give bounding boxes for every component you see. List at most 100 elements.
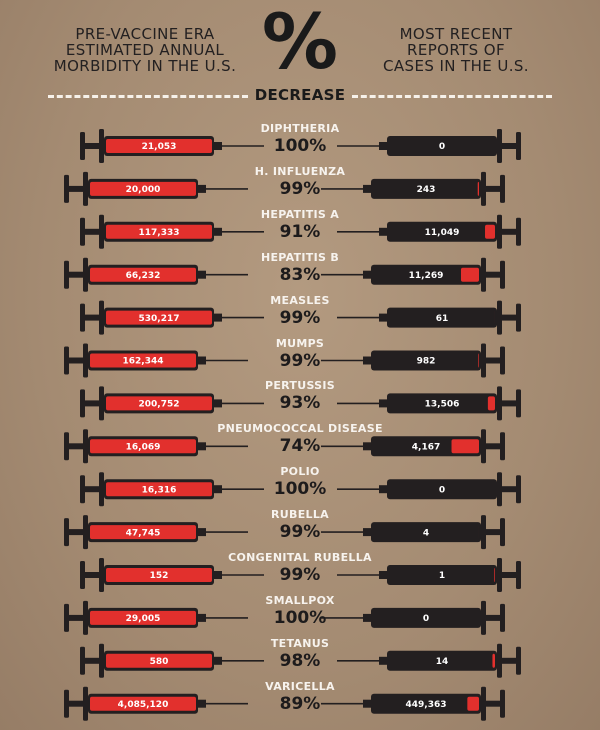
recent-syringe-plunger-cap xyxy=(500,260,505,289)
pre-vaccine-syringe-hub xyxy=(214,142,222,150)
recent-syringe-barrel xyxy=(387,650,497,671)
percent-decrease: 91% xyxy=(279,221,321,242)
pre-vaccine-syringe: 200,752 xyxy=(80,386,264,421)
pre-vaccine-syringe-hub xyxy=(198,613,206,622)
recent-syringe-plunger-rod xyxy=(502,314,516,321)
recent-syringe-flange xyxy=(497,558,502,592)
pre-vaccine-syringe-plunger-cap xyxy=(80,217,85,246)
recent-syringe-value-label: 0 xyxy=(439,485,445,495)
percent-decrease: 89% xyxy=(279,693,321,714)
pre-vaccine-syringe-flange xyxy=(99,386,104,421)
recent-syringe-barrel xyxy=(387,479,497,500)
pre-vaccine-syringe-plunger-rod xyxy=(69,271,83,278)
recent-syringe-barrel xyxy=(371,522,481,543)
recent-syringe-flange xyxy=(481,343,486,378)
recent-syringe-plunger-rod xyxy=(502,572,516,578)
pre-vaccine-syringe-fill xyxy=(90,696,196,711)
recent-syringe-fill xyxy=(478,353,479,368)
disease-name: TETANUS xyxy=(270,636,330,650)
recent-syringe-plunger-cap xyxy=(516,303,521,332)
recent-syringe-barrel xyxy=(387,565,497,585)
disease-name: HEPATITIS A xyxy=(260,207,340,221)
recent-syringe-barrel xyxy=(371,178,481,199)
percent-decrease: 99% xyxy=(279,307,321,328)
recent-syringe-value-label: 1 xyxy=(439,571,445,581)
pre-vaccine-syringe-flange xyxy=(83,515,88,550)
recent-syringe: 0 xyxy=(337,472,521,507)
recent-syringe-value-label: 11,049 xyxy=(425,228,460,238)
pre-vaccine-syringe: 580 xyxy=(80,643,264,678)
recent-syringe-plunger-rod xyxy=(486,614,500,621)
pre-vaccine-syringe: 16,069 xyxy=(64,429,248,464)
recent-syringe-plunger-rod xyxy=(486,529,500,536)
right-heading-line: CASES IN THE U.S. xyxy=(383,57,529,75)
pre-vaccine-syringe-flange xyxy=(99,300,104,335)
pre-vaccine-syringe-plunger-rod xyxy=(69,357,83,364)
recent-syringe-plunger-rod xyxy=(502,400,516,407)
disease-name: RUBELLA xyxy=(271,508,329,522)
pre-vaccine-syringe-flange xyxy=(83,600,88,635)
recent-syringe-flange xyxy=(497,300,502,335)
recent-syringe-value-label: 11,269 xyxy=(409,271,444,281)
pre-vaccine-syringe-hub xyxy=(198,184,206,193)
recent-syringe-fill xyxy=(467,696,479,711)
recent-syringe-plunger-rod xyxy=(502,228,516,235)
percent-decrease: 100% xyxy=(273,479,327,500)
disease-name: CONGENITAL RUBELLA xyxy=(228,551,372,564)
recent-syringe-fill xyxy=(451,439,479,454)
recent-syringe-hub xyxy=(379,227,387,236)
recent-syringe-fill xyxy=(487,396,495,411)
recent-syringe-plunger-rod xyxy=(502,657,516,664)
recent-syringe-value-label: 982 xyxy=(417,357,436,367)
recent-syringe: 982 xyxy=(321,343,505,378)
recent-syringe-flange xyxy=(481,257,486,292)
recent-syringe: 61 xyxy=(337,300,521,335)
recent-syringe-hub xyxy=(363,442,371,451)
percent-decrease: 99% xyxy=(279,565,321,585)
pre-vaccine-syringe-plunger-cap xyxy=(64,346,69,375)
recent-syringe: 11,049 xyxy=(337,214,521,249)
recent-syringe: 243 xyxy=(321,171,505,206)
recent-syringe-plunger-rod xyxy=(486,357,500,364)
pre-vaccine-syringe-hub xyxy=(214,485,222,494)
pre-vaccine-syringe-plunger-rod xyxy=(85,228,99,235)
recent-syringe: 0 xyxy=(321,600,505,635)
recent-syringe: 11,269 xyxy=(321,257,505,292)
dashed-divider-left xyxy=(48,95,248,98)
pre-vaccine-syringe: 47,745 xyxy=(64,515,248,550)
pre-vaccine-syringe-plunger-cap xyxy=(64,689,69,718)
recent-syringe-hub xyxy=(363,270,371,279)
pre-vaccine-syringe-plunger-cap xyxy=(64,432,69,461)
recent-syringe-value-label: 13,506 xyxy=(425,400,460,410)
pre-vaccine-syringe-flange xyxy=(99,472,104,507)
pre-vaccine-syringe: 162,344 xyxy=(64,343,248,378)
recent-syringe-fill xyxy=(485,224,495,239)
recent-syringe-value-label: 449,363 xyxy=(406,700,447,710)
pre-vaccine-syringe-plunger-cap xyxy=(64,603,69,632)
pre-vaccine-syringe-flange xyxy=(99,558,104,592)
pre-vaccine-syringe-flange xyxy=(99,214,104,249)
recent-syringe-plunger-rod xyxy=(486,185,500,192)
left-heading-line: ESTIMATED ANNUAL xyxy=(65,41,225,59)
recent-syringe-flange xyxy=(481,515,486,550)
pre-vaccine-syringe-value-label: 20,000 xyxy=(126,185,161,195)
recent-syringe-barrel xyxy=(371,607,481,628)
percent-decrease: 74% xyxy=(279,436,321,457)
pre-vaccine-syringe-hub xyxy=(214,227,222,236)
recent-syringe-hub xyxy=(379,656,387,665)
pre-vaccine-syringe-fill xyxy=(90,610,196,625)
recent-syringe-hub xyxy=(363,356,371,365)
pre-vaccine-syringe-fill xyxy=(90,439,196,454)
recent-syringe-plunger-cap xyxy=(500,174,505,203)
pre-vaccine-syringe-plunger-rod xyxy=(85,572,99,578)
recent-syringe: 4 xyxy=(321,515,505,550)
recent-syringe-flange xyxy=(481,600,486,635)
pre-vaccine-syringe-plunger-rod xyxy=(69,529,83,536)
recent-syringe-flange xyxy=(481,429,486,464)
pre-vaccine-syringe-value-label: 66,232 xyxy=(126,271,161,281)
percent-decrease: 93% xyxy=(279,393,321,414)
percent-decrease: 83% xyxy=(279,264,321,285)
pre-vaccine-syringe: 21,053 xyxy=(80,129,264,163)
pre-vaccine-syringe: 152 xyxy=(80,558,264,592)
recent-syringe-plunger-rod xyxy=(486,700,500,707)
